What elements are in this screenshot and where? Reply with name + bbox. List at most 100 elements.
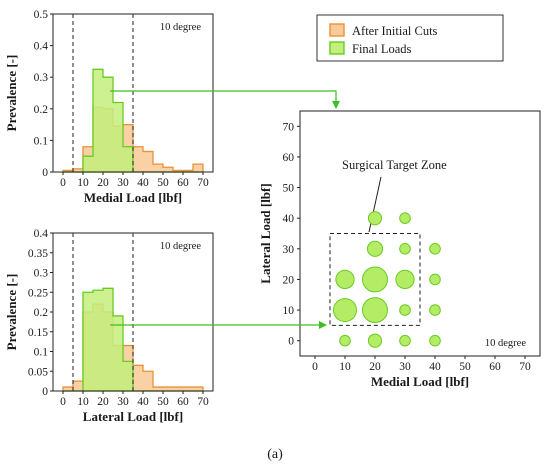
data-point [429,304,441,316]
histogram-bar [133,146,143,172]
x-axis-label: Medial Load [lbf] [84,190,182,205]
x-tick-label: 50 [459,361,471,373]
histogram-bar [103,288,113,391]
x-tick-label: 70 [519,361,531,373]
zone-label: Surgical Target Zone [342,158,447,172]
x-tick-label: 30 [117,396,129,408]
y-tick-label: 0.3 [34,268,49,280]
x-tick-label: 40 [429,361,441,373]
histogram-bar [83,292,93,391]
y-tick-label: 50 [283,183,295,195]
data-point [429,243,441,255]
histogram-bar [163,167,173,172]
data-point [399,212,411,224]
histogram-bar [113,102,123,172]
y-tick-label: 0.05 [28,366,48,378]
histogram-bar [123,361,133,391]
histogram-bar [123,146,133,172]
angle-annotation: 10 degree [485,338,526,349]
figure-caption: (a) [267,447,283,462]
y-tick-label: 60 [283,152,295,164]
x-tick-label: 20 [97,396,109,408]
y-tick-label: 0.15 [28,327,48,339]
histogram-bar [153,387,163,391]
histogram-bar [183,170,193,172]
histogram-bar [83,156,93,172]
y-tick-label: 0.4 [34,41,49,53]
plot-frame [299,110,541,357]
histogram-bar [113,315,123,391]
y-tick-label: 40 [283,213,295,225]
y-tick-label: 30 [283,244,295,256]
y-tick-label: 0.1 [34,135,49,147]
x-tick-label: 0 [60,177,66,189]
legend-swatch-green [329,41,345,55]
legend: After Initial Cuts Final Loads [316,14,504,62]
histogram-bar [133,365,143,391]
surgical-target-zone [329,233,421,326]
x-tick-label: 70 [197,396,209,408]
histogram-bar [143,371,153,391]
data-point [367,333,383,348]
histogram-bar [73,168,83,172]
data-point [429,334,441,347]
histogram-bar [63,170,73,172]
y-tick-label: 0.5 [34,9,49,21]
data-point [367,211,383,226]
histogram-bar [173,170,183,172]
data-point [362,266,388,293]
y-tick-label: 0.3 [34,72,49,84]
arrow-medial-to-scatter [110,90,340,109]
data-point [399,304,411,316]
medial-histogram: 0 10 20 30 40 50 60 70 0 0.1 0.2 0.3 0.4 0.5 Medial Lo… [4,9,214,205]
x-tick-label: 20 [97,177,109,189]
y-tick-label: 0.1 [34,347,49,359]
x-tick-label: 60 [177,177,189,189]
x-axis-label: Medial Load [lbf] [371,374,469,389]
x-tick-label: 10 [77,396,89,408]
data-point [339,334,351,347]
data-point [399,243,411,255]
lateral-histogram: 0 10 20 30 40 50 60 70 0 0.05 0.1 0.15 0.2 0.25 0.3 0.3… [4,228,214,424]
histogram-bar [93,69,103,172]
y-tick-label: 20 [283,274,295,286]
data-point [362,297,388,324]
load-scatter-plot: Surgical Target Zone 0 10 20 30 40 50 60 70 0 10 20… [258,110,541,389]
legend-label-final-loads: Final Loads [352,42,412,56]
histogram-bar [193,387,203,391]
x-tick-label: 40 [137,396,149,408]
x-tick-label: 10 [339,361,351,373]
y-tick-label: 0.35 [28,248,48,260]
x-tick-label: 50 [157,396,169,408]
histogram-bar [193,164,203,172]
y-tick-label: 70 [283,121,295,133]
y-tick-label: 0.2 [34,104,49,116]
x-tick-label: 30 [117,177,129,189]
histogram-bar [173,387,183,391]
y-tick-label: 0.4 [34,228,49,240]
x-tick-label: 30 [399,361,411,373]
histogram-bar [143,151,153,172]
data-point [335,269,355,290]
x-tick-label: 60 [177,396,189,408]
y-tick-label: 0 [42,167,48,179]
x-axis-label: Lateral Load [lbf] [83,409,183,424]
histogram-bar [63,387,73,391]
y-axis-label: Prevalence [-] [4,55,19,132]
histogram-bar [183,387,193,391]
y-axis-label: Lateral Load [lbf] [258,183,273,283]
data-point [429,273,441,286]
histogram-bar [103,77,113,172]
x-tick-label: 0 [312,361,318,373]
angle-annotation: 10 degree [160,22,201,33]
y-tick-label: 0 [288,336,294,348]
histogram-bar [73,381,83,391]
x-tick-label: 50 [157,177,169,189]
x-tick-label: 70 [197,177,209,189]
y-tick-label: 0 [42,386,48,398]
y-axis-label: Prevalence [-] [4,274,19,351]
data-point [399,334,411,347]
data-point [395,269,415,290]
x-tick-label: 40 [137,177,149,189]
